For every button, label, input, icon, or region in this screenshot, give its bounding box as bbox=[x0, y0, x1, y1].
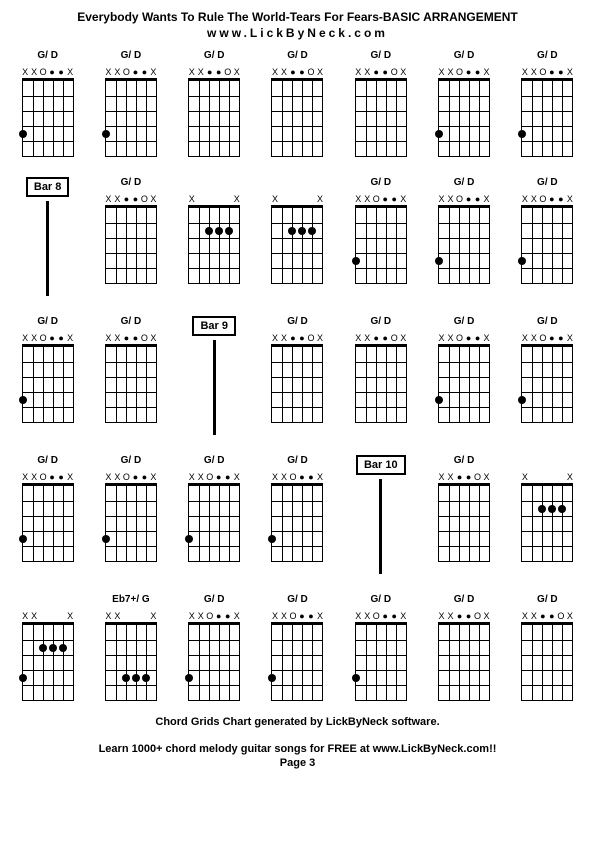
chord-diagram: G/ DXX●●OX bbox=[430, 455, 498, 574]
chord-diagram: G/ DXXO●●X bbox=[97, 50, 165, 157]
chord-row: XXXEb7+/ GXXXG/ DXXO●●XG/ DXXO●●XG/ DXXO… bbox=[10, 594, 585, 701]
bar-marker: Bar 10 bbox=[347, 455, 415, 574]
footer-line-1: Chord Grids Chart generated by LickByNec… bbox=[10, 716, 585, 728]
chord-diagram: G/ DXXO●●X bbox=[347, 594, 415, 701]
chord-grid-rows: G/ DXXO●●XG/ DXXO●●XG/ DXX●●OXG/ DXX●●OX… bbox=[10, 50, 585, 701]
chord-diagram: G/ DXXO●●X bbox=[263, 594, 331, 701]
chord-label: G/ D bbox=[370, 177, 391, 191]
chord-diagram: G/ DXXO●●X bbox=[430, 50, 498, 157]
chord-diagram: G/ DXXO●●X bbox=[263, 455, 331, 574]
chord-diagram: G/ DXX●●OX bbox=[347, 316, 415, 435]
bar-label: Bar 9 bbox=[192, 316, 236, 336]
chord-diagram: XX bbox=[263, 177, 331, 296]
chord-diagram: G/ DXXO●●X bbox=[513, 316, 581, 435]
chord-diagram: G/ DXXO●●X bbox=[430, 316, 498, 435]
chord-label: G/ D bbox=[287, 316, 308, 330]
chord-diagram: G/ DXX●●OX bbox=[97, 316, 165, 435]
chord-row: G/ DXXO●●XG/ DXXO●●XG/ DXX●●OXG/ DXX●●OX… bbox=[10, 50, 585, 157]
chord-diagram: G/ DXXO●●X bbox=[14, 455, 82, 574]
chord-diagram: G/ DXXO●●X bbox=[430, 177, 498, 296]
chord-diagram: G/ DXXO●●X bbox=[97, 455, 165, 574]
chord-label: G/ D bbox=[37, 455, 58, 469]
chord-label: G/ D bbox=[454, 594, 475, 608]
chord-label: G/ D bbox=[121, 50, 142, 64]
chord-diagram: G/ DXXO●●X bbox=[14, 50, 82, 157]
chord-label: G/ D bbox=[454, 50, 475, 64]
chord-label: G/ D bbox=[121, 316, 142, 330]
chord-row: G/ DXXO●●XG/ DXXO●●XG/ DXXO●●XG/ DXXO●●X… bbox=[10, 455, 585, 574]
page-number: Page 3 bbox=[10, 757, 585, 769]
chord-label: G/ D bbox=[287, 50, 308, 64]
bar-line bbox=[46, 201, 49, 296]
chord-label: G/ D bbox=[454, 455, 475, 469]
chord-label: G/ D bbox=[370, 50, 391, 64]
chord-diagram: G/ DXXO●●X bbox=[180, 455, 248, 574]
chord-label: G/ D bbox=[121, 177, 142, 191]
chord-label: G/ D bbox=[537, 316, 558, 330]
bar-line bbox=[379, 479, 382, 574]
chord-diagram: G/ DXXO●●X bbox=[14, 316, 82, 435]
chord-label: G/ D bbox=[204, 50, 225, 64]
chord-diagram: G/ DXX●●OX bbox=[97, 177, 165, 296]
chord-diagram: G/ DXX●●OX bbox=[430, 594, 498, 701]
bar-marker: Bar 9 bbox=[180, 316, 248, 435]
footer-line-2: Learn 1000+ chord melody guitar songs fo… bbox=[10, 743, 585, 755]
bar-label: Bar 8 bbox=[26, 177, 70, 197]
chord-diagram: XXX bbox=[14, 594, 82, 701]
chord-diagram: G/ DXX●●OX bbox=[513, 594, 581, 701]
chord-row: Bar 8G/ DXX●●OXXXXXG/ DXXO●●XG/ DXXO●●XG… bbox=[10, 177, 585, 296]
chord-label: G/ D bbox=[287, 455, 308, 469]
page-title: Everybody Wants To Rule The World-Tears … bbox=[10, 10, 585, 24]
chord-diagram: G/ DXX●●OX bbox=[347, 50, 415, 157]
chord-diagram: G/ DXX●●OX bbox=[180, 50, 248, 157]
chord-diagram: G/ DXX●●OX bbox=[263, 50, 331, 157]
chord-diagram: G/ DXX●●OX bbox=[263, 316, 331, 435]
chord-label: G/ D bbox=[454, 177, 475, 191]
chord-label: Eb7+/ G bbox=[112, 594, 150, 608]
chord-diagram: G/ DXXO●●X bbox=[347, 177, 415, 296]
chord-diagram: XX bbox=[180, 177, 248, 296]
chord-row: G/ DXXO●●XG/ DXX●●OXBar 9G/ DXX●●OXG/ DX… bbox=[10, 316, 585, 435]
chord-label: G/ D bbox=[537, 177, 558, 191]
bar-marker: Bar 8 bbox=[14, 177, 82, 296]
chord-label: G/ D bbox=[370, 594, 391, 608]
chord-diagram: Eb7+/ GXXX bbox=[97, 594, 165, 701]
chord-label: G/ D bbox=[37, 50, 58, 64]
chord-diagram: G/ DXXO●●X bbox=[513, 177, 581, 296]
chord-label: G/ D bbox=[537, 594, 558, 608]
chord-label: G/ D bbox=[204, 455, 225, 469]
page-url: www.LickByNeck.com bbox=[10, 26, 585, 40]
bar-label: Bar 10 bbox=[356, 455, 406, 475]
chord-label: G/ D bbox=[537, 50, 558, 64]
chord-label: G/ D bbox=[204, 594, 225, 608]
chord-diagram: XX bbox=[513, 455, 581, 574]
chord-diagram: G/ DXXO●●X bbox=[513, 50, 581, 157]
chord-label: G/ D bbox=[287, 594, 308, 608]
chord-label: G/ D bbox=[121, 455, 142, 469]
chord-label: G/ D bbox=[37, 316, 58, 330]
chord-diagram: G/ DXXO●●X bbox=[180, 594, 248, 701]
chord-label: G/ D bbox=[370, 316, 391, 330]
bar-line bbox=[213, 340, 216, 435]
chord-label: G/ D bbox=[454, 316, 475, 330]
